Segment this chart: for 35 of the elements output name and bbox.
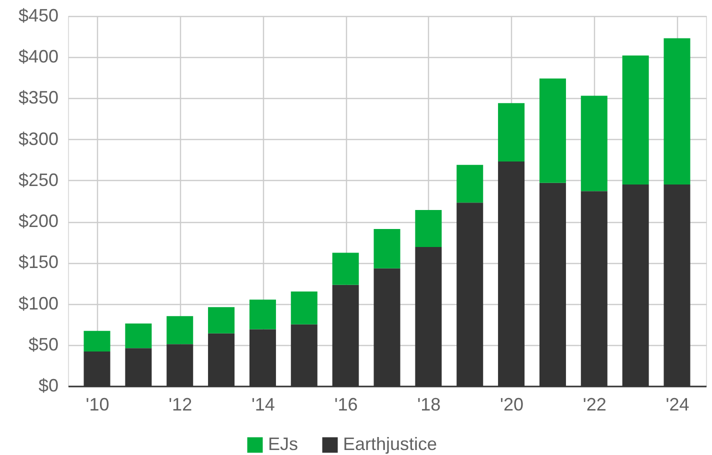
bar xyxy=(580,96,608,192)
bar xyxy=(84,330,110,352)
y-tick-label: $50 xyxy=(28,334,58,354)
bar xyxy=(374,228,400,268)
bar xyxy=(208,307,235,334)
y-tick-label: $400 xyxy=(18,46,58,67)
x-tick-label: '22 xyxy=(582,394,606,414)
x-tick-label: '24 xyxy=(666,394,690,414)
y-tick-label: $450 xyxy=(18,6,58,26)
x-tick-label: '16 xyxy=(334,394,358,414)
x-tick-label: '10 xyxy=(86,394,110,414)
x-tick-label: '18 xyxy=(417,394,441,414)
x-tick-label: '20 xyxy=(500,394,524,414)
bar xyxy=(415,210,442,248)
y-tick-label: $300 xyxy=(18,128,58,149)
x-tick-label: '12 xyxy=(168,394,192,414)
y-tick-label: $100 xyxy=(18,293,58,314)
bar xyxy=(290,291,318,324)
bar xyxy=(456,164,484,203)
bar xyxy=(664,38,690,185)
legend-label: Earthjustice xyxy=(343,434,438,454)
bar xyxy=(332,252,359,285)
bar xyxy=(498,103,525,162)
bar xyxy=(166,316,194,344)
bar xyxy=(622,55,649,185)
y-tick-label: $150 xyxy=(18,252,58,272)
legend-label: EJs xyxy=(268,434,298,454)
bar xyxy=(125,324,152,348)
x-tick-label: '14 xyxy=(251,394,275,414)
bar xyxy=(539,78,566,183)
y-tick-label: $200 xyxy=(18,211,58,232)
bar xyxy=(249,300,276,330)
y-tick-label: $0 xyxy=(38,376,58,396)
y-tick-label: $350 xyxy=(18,88,58,108)
y-tick-label: $250 xyxy=(18,170,58,190)
